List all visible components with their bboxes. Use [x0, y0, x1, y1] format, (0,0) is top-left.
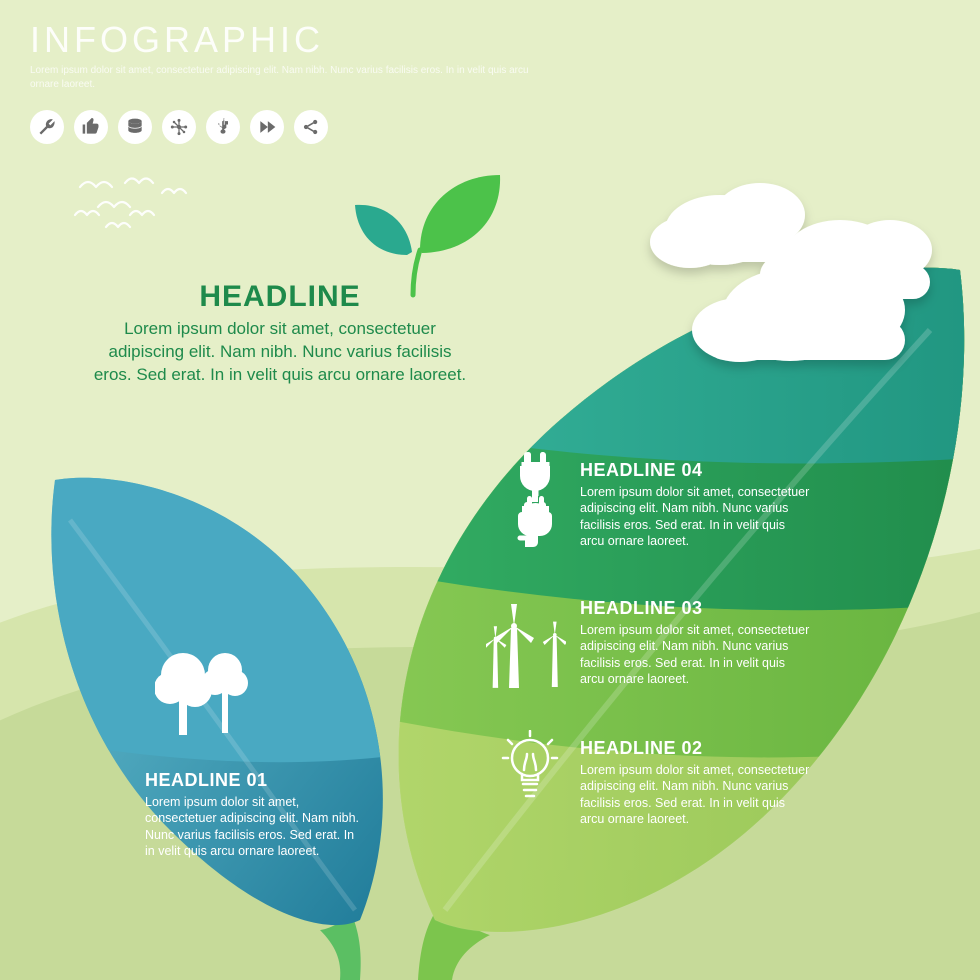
wrench-icon [30, 110, 64, 144]
section-04-body: Lorem ipsum dolor sit amet, consectetuer… [580, 484, 810, 549]
forward-icon [250, 110, 284, 144]
section-03: HEADLINE 03 Lorem ipsum dolor sit amet, … [580, 598, 810, 687]
usb-icon [206, 110, 240, 144]
share-icon [294, 110, 328, 144]
page-title-block: INFOGRAPHIC Lorem ipsum dolor sit amet, … [30, 22, 550, 91]
headline-block: HEADLINE Lorem ipsum dolor sit amet, con… [90, 280, 470, 387]
icon-chip-row [30, 110, 328, 144]
section-02-title: HEADLINE 02 [580, 738, 810, 759]
network-icon [162, 110, 196, 144]
section-03-title: HEADLINE 03 [580, 598, 810, 619]
headline-body: Lorem ipsum dolor sit amet, consectetuer… [90, 318, 470, 387]
infographic-stage: INFOGRAPHIC Lorem ipsum dolor sit amet, … [0, 0, 980, 980]
windmill-icon [486, 598, 566, 698]
section-02-body: Lorem ipsum dolor sit amet, consectetuer… [580, 762, 810, 827]
section-01: HEADLINE 01 Lorem ipsum dolor sit amet, … [145, 770, 365, 859]
database-icon [118, 110, 152, 144]
section-04-title: HEADLINE 04 [580, 460, 810, 481]
section-02: HEADLINE 02 Lorem ipsum dolor sit amet, … [580, 738, 810, 827]
thumbs-up-icon [74, 110, 108, 144]
section-01-body: Lorem ipsum dolor sit amet, consectetuer… [145, 794, 365, 859]
headline-title: HEADLINE [90, 280, 470, 314]
section-03-body: Lorem ipsum dolor sit amet, consectetuer… [580, 622, 810, 687]
page-subtitle: Lorem ipsum dolor sit amet, consectetuer… [30, 64, 550, 91]
section-01-title: HEADLINE 01 [145, 770, 365, 791]
bulb-icon [500, 730, 560, 810]
birds-icon [70, 175, 190, 240]
tree-icon [155, 640, 250, 745]
section-04: HEADLINE 04 Lorem ipsum dolor sit amet, … [580, 460, 810, 549]
page-title: INFOGRAPHIC [30, 22, 550, 58]
plug-icon [510, 452, 565, 552]
